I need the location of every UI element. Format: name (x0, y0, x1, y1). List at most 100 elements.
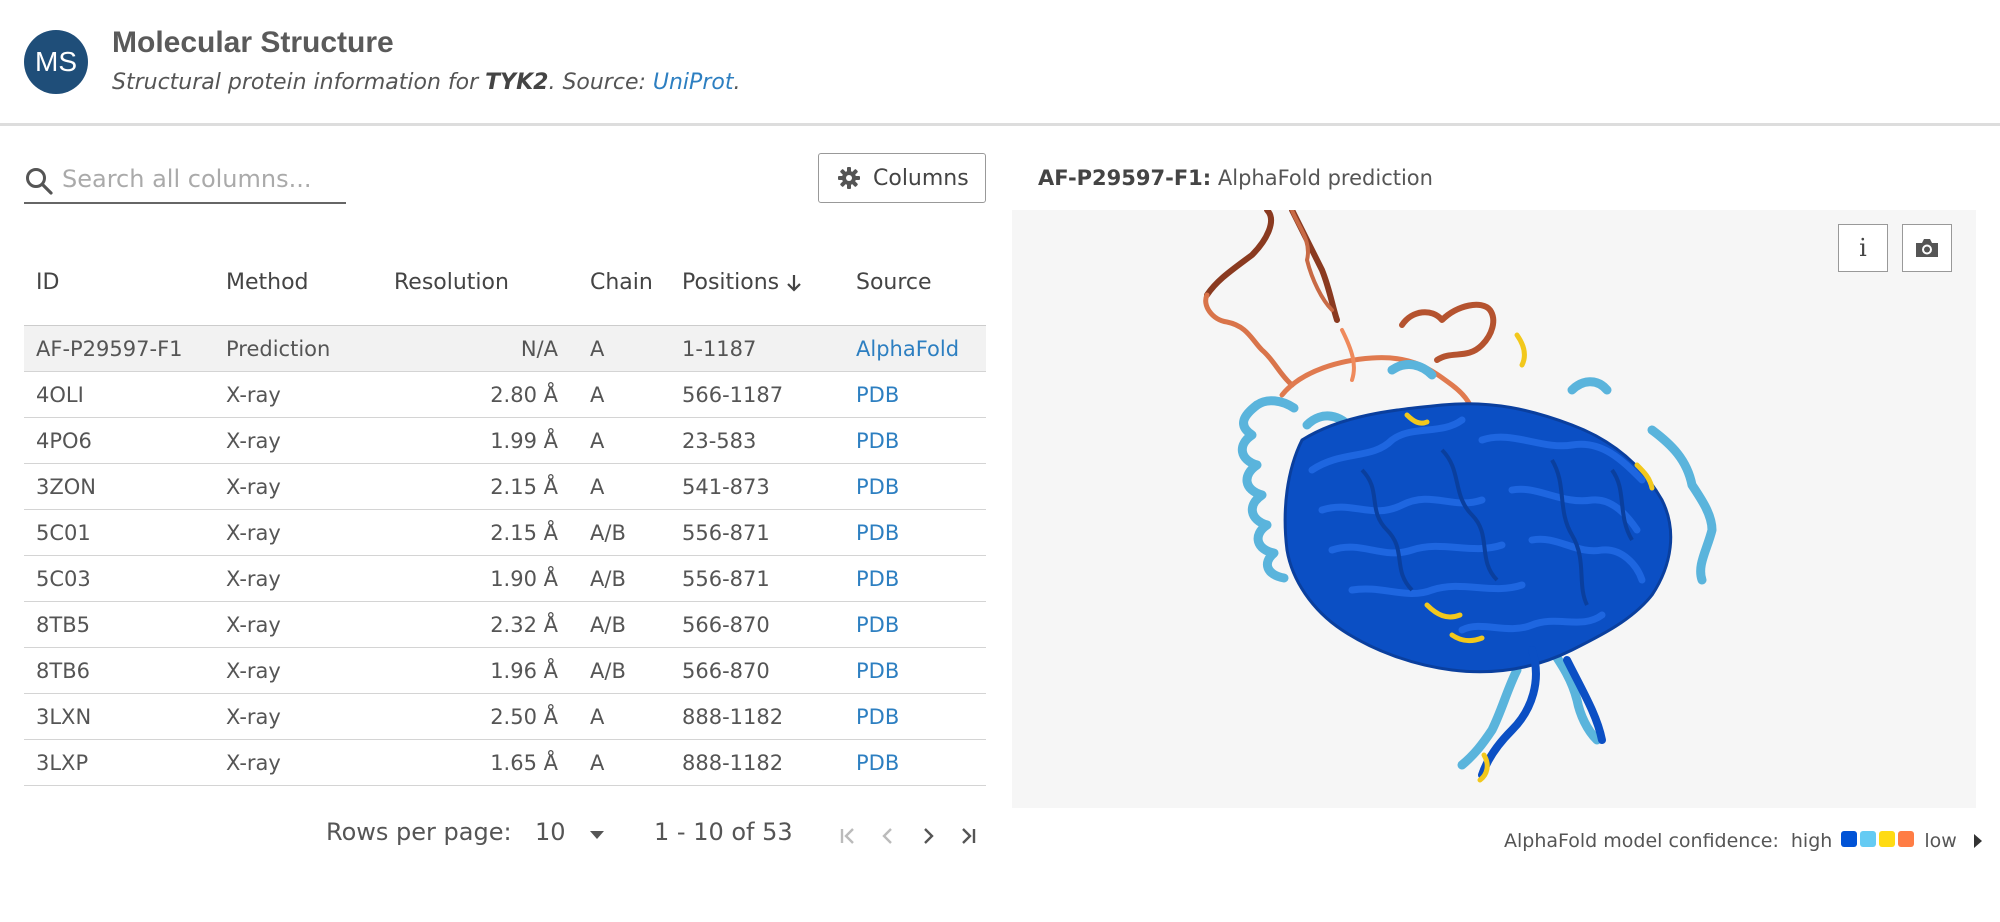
cell-method: X-ray (226, 613, 281, 637)
previous-page-icon (882, 828, 892, 844)
cell-resolution: 1.90 Å (490, 567, 558, 591)
previous-page-button[interactable] (874, 822, 902, 850)
cell-method: X-ray (226, 705, 281, 729)
uniprot-link[interactable]: UniProt (652, 70, 734, 95)
cell-chain: A/B (590, 521, 626, 545)
cell-source-link[interactable]: PDB (856, 429, 900, 453)
pagination-range: 1 - 10 of 53 (654, 818, 793, 846)
cell-method: X-ray (226, 475, 281, 499)
header-positions[interactable]: Positions (682, 270, 803, 295)
structure-viewer[interactable]: i (1012, 210, 1976, 808)
cell-resolution: 1.99 Å (490, 429, 558, 453)
gene-name: TYK2 (485, 70, 549, 95)
cell-chain: A/B (590, 659, 626, 683)
confidence-legend: AlphaFold model confidence: high low (1504, 830, 1983, 852)
cell-id: 5C01 (36, 521, 91, 545)
next-page-icon (924, 828, 934, 844)
page-header: MS Molecular Structure Structural protei… (0, 0, 2000, 126)
header-chain[interactable]: Chain (590, 270, 653, 295)
cell-id: 4PO6 (36, 429, 92, 453)
first-page-icon (840, 828, 854, 844)
cell-chain: A (590, 475, 605, 499)
chevron-down-icon[interactable] (588, 830, 606, 840)
header-id[interactable]: ID (36, 270, 60, 295)
header-method[interactable]: Method (226, 270, 309, 295)
cell-method: X-ray (226, 383, 281, 407)
cell-source-link[interactable]: AlphaFold (856, 337, 960, 361)
cell-source-link[interactable]: PDB (856, 567, 900, 591)
subtitle-prefix: Structural protein information for (112, 70, 486, 95)
cell-source-link[interactable]: PDB (856, 613, 900, 637)
confidence-swatches (1838, 830, 1915, 852)
table-row[interactable]: 5C01 X-ray 2.15 Å A/B 556-871 PDB (24, 510, 986, 556)
cell-chain: A (590, 429, 605, 453)
cell-resolution: 1.65 Å (490, 751, 558, 775)
table-row[interactable]: 8TB6 X-ray 1.96 Å A/B 566-870 PDB (24, 648, 986, 694)
cell-resolution: 2.15 Å (490, 475, 558, 499)
rows-per-page-select[interactable]: 10 (535, 818, 566, 846)
table-row[interactable]: 4OLI X-ray 2.80 Å A 566-1187 PDB (24, 372, 986, 418)
protein-structure-render[interactable] (1012, 210, 1976, 808)
cell-source-link[interactable]: PDB (856, 521, 900, 545)
cell-resolution: 2.80 Å (490, 383, 558, 407)
confidence-high-label: high (1790, 830, 1833, 852)
confidence-low-label: low (1924, 830, 1957, 852)
cell-source-link[interactable]: PDB (856, 475, 900, 499)
cell-positions: 566-870 (682, 659, 770, 683)
table-row[interactable]: 3ZON X-ray 2.15 Å A 541-873 PDB (24, 464, 986, 510)
page-title: Molecular Structure (112, 26, 394, 59)
info-icon: i (1859, 234, 1867, 262)
page-subtitle: Structural protein information for TYK2.… (112, 70, 740, 95)
confidence-label: AlphaFold model confidence: (1504, 830, 1779, 852)
header-source[interactable]: Source (856, 270, 932, 295)
viewer-title: AF-P29597-F1: AlphaFold prediction (1038, 166, 1433, 190)
cell-id: AF-P29597-F1 (36, 337, 183, 361)
cell-positions: 1-1187 (682, 337, 757, 361)
cell-source-link[interactable]: PDB (856, 705, 900, 729)
table-row[interactable]: 5C03 X-ray 1.90 Å A/B 556-871 PDB (24, 556, 986, 602)
screenshot-button[interactable] (1902, 224, 1952, 272)
header-resolution[interactable]: Resolution (394, 270, 509, 295)
cell-method: X-ray (226, 659, 281, 683)
cell-resolution: 1.96 Å (490, 659, 558, 683)
cell-method: X-ray (226, 429, 281, 453)
cell-resolution: 2.32 Å (490, 613, 558, 637)
cell-chain: A (590, 751, 605, 775)
cell-method: X-ray (226, 751, 281, 775)
table-row[interactable]: 8TB5 X-ray 2.32 Å A/B 566-870 PDB (24, 602, 986, 648)
search-box (24, 156, 346, 204)
cell-method: X-ray (226, 521, 281, 545)
last-page-button[interactable] (954, 822, 982, 850)
cell-id: 3LXN (36, 705, 92, 729)
cell-source-link[interactable]: PDB (856, 659, 900, 683)
cell-resolution: N/A (520, 337, 558, 361)
cell-method: X-ray (226, 567, 281, 591)
cell-id: 3ZON (36, 475, 96, 499)
search-icon (26, 168, 53, 195)
next-page-button[interactable] (914, 822, 942, 850)
cell-chain: A (590, 705, 605, 729)
table-row[interactable]: 4PO6 X-ray 1.99 Å A 23-583 PDB (24, 418, 986, 464)
cell-resolution: 2.50 Å (490, 705, 558, 729)
rows-per-page-label: Rows per page: (326, 818, 512, 846)
first-page-button[interactable] (834, 822, 862, 850)
columns-button-label: Columns (873, 165, 969, 191)
columns-button[interactable]: Columns (818, 153, 986, 203)
cell-positions: 566-870 (682, 613, 770, 637)
cell-source-link[interactable]: PDB (856, 383, 900, 407)
cell-positions: 556-871 (682, 521, 770, 545)
cell-source-link[interactable]: PDB (856, 751, 900, 775)
cell-positions: 23-583 (682, 429, 757, 453)
table-row[interactable]: AF-P29597-F1 Prediction N/A A 1-1187 AlphaFol… (24, 326, 986, 372)
last-page-icon (962, 828, 976, 844)
info-button[interactable]: i (1838, 224, 1888, 272)
table-row[interactable]: 3LXN X-ray 2.50 Å A 888-1182 PDB (24, 694, 986, 740)
camera-icon (1916, 239, 1938, 257)
cell-id: 8TB5 (36, 613, 90, 637)
cell-chain: A/B (590, 613, 626, 637)
caret-right-icon[interactable] (1973, 833, 1983, 849)
subtitle-mid: . Source: (548, 70, 653, 95)
cell-id: 8TB6 (36, 659, 90, 683)
search-input[interactable] (62, 162, 342, 196)
table-row[interactable]: 3LXP X-ray 1.65 Å A 888-1182 PDB (24, 740, 986, 786)
